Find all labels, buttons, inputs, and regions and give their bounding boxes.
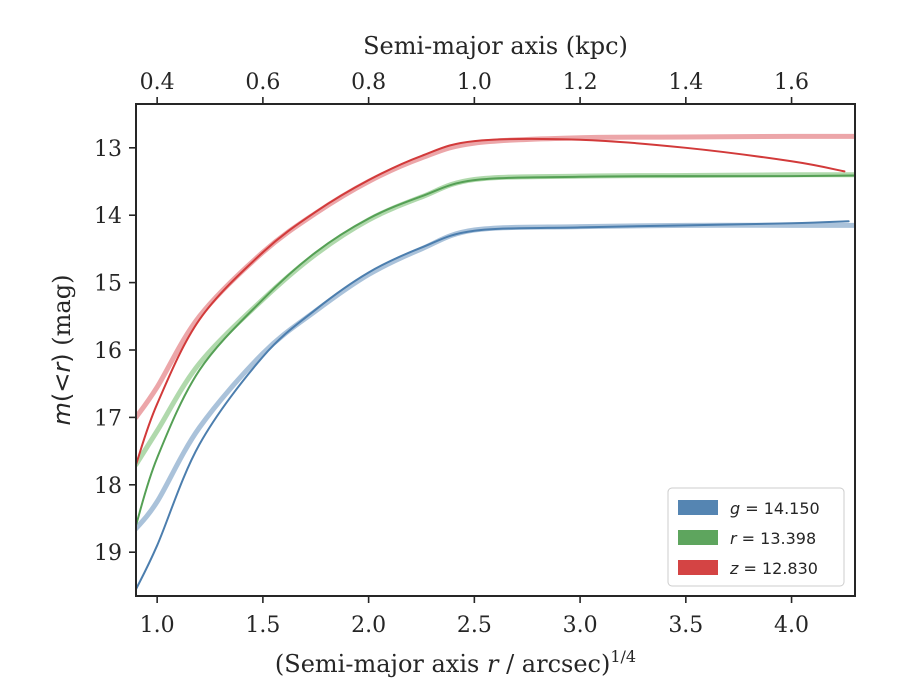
legend-swatch-g [678,500,718,515]
top-x-tick-label: 1.4 [668,70,703,95]
series-layer [136,133,855,591]
y-tick-label: 18 [94,474,122,499]
series-line-g [136,220,850,591]
x-tick-label: 4.0 [774,613,809,638]
y-tick-label: 19 [94,541,122,566]
legend-swatch-z [678,560,718,575]
series-model-band-z [136,133,855,420]
x-axis-title: (Semi-major axis r / arcsec)1/4 [275,647,636,678]
bottom-x-axis: 1.0 1.5 2.0 2.5 3.0 3.5 4.0 [140,596,809,638]
y-tick-label: 15 [94,272,122,297]
top-x-tick-label: 0.6 [245,70,280,95]
series-line-r [136,174,855,527]
legend: g = 14.150 r = 13.398 z = 12.830 [667,487,845,587]
top-x-tick-label: 1.6 [774,70,809,95]
top-x-tick-label: 1.2 [563,70,598,95]
y-tick-label: 14 [94,204,122,229]
series-line-z [136,137,846,466]
legend-label-z: z = 12.830 [729,559,818,578]
x-tick-label: 3.5 [668,613,703,638]
legend-swatch-r [678,530,718,545]
y-tick-label: 13 [94,137,122,162]
y-axis: 13 14 15 16 17 18 19 [94,137,136,566]
y-axis-title: m(<r) (mag) [48,275,76,426]
legend-label-r: r = 13.398 [730,529,816,548]
top-x-axis-title: Semi-major axis (kpc) [363,32,628,60]
top-x-axis: 0.4 0.6 0.8 1.0 1.2 1.4 1.6 [140,70,809,104]
legend-label-g: g = 14.150 [730,499,820,518]
x-tick-label: 1.0 [140,613,175,638]
top-x-tick-label: 1.0 [457,70,492,95]
x-tick-label: 2.0 [351,613,386,638]
top-x-tick-label: 0.4 [140,70,175,95]
x-tick-label: 2.5 [457,613,492,638]
x-tick-label: 3.0 [563,613,598,638]
y-tick-label: 16 [94,339,122,364]
y-tick-label: 17 [94,406,122,431]
x-tick-label: 1.5 [245,613,280,638]
top-x-tick-label: 0.8 [351,70,386,95]
